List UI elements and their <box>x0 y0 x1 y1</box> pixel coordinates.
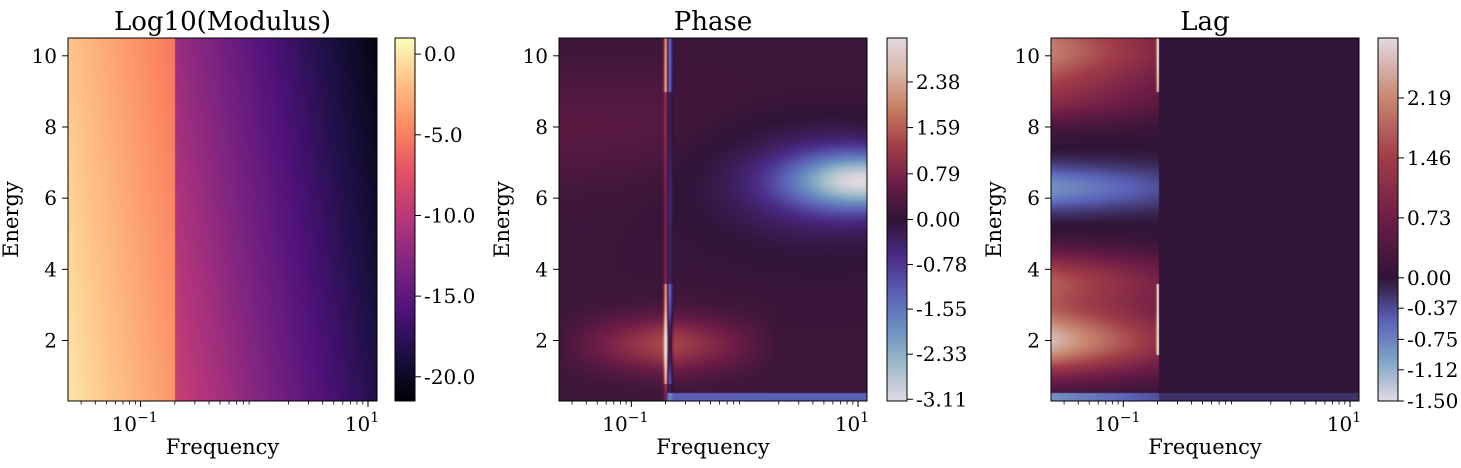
y-tick-label-3-5: 10 <box>1015 44 1040 68</box>
y-tick-label-2-4: 8 <box>535 115 548 139</box>
x-tick-label-1-2: 101 <box>345 410 379 436</box>
axes-frame-3 <box>1050 37 1360 402</box>
colorbar-tick-label-1-3: -10.0 <box>424 203 475 227</box>
y-tick-label-2-5: 10 <box>523 44 548 68</box>
chart-title-1: Log10(Modulus) <box>114 7 331 37</box>
colorbar-tick-label-2-2: 1.59 <box>916 116 961 140</box>
y-tick-label-2-3: 6 <box>535 186 548 210</box>
colorbar-tick-label-3-4: 0.00 <box>1407 266 1452 290</box>
colorbar-tick-label-3-2: 1.46 <box>1407 146 1452 170</box>
colorbar-tick-label-2-8: -3.11 <box>916 387 967 411</box>
colorbar-tick-label-1-5: -20.0 <box>424 365 475 389</box>
colorbar-tick-label-1-1: 0.0 <box>424 42 456 66</box>
colorbar-tick-label-3-8: -1.50 <box>1407 389 1458 413</box>
colorbar-tick-label-2-5: -0.78 <box>916 253 967 277</box>
x-axis-label-1: Frequency <box>166 435 280 459</box>
colorbar-3 <box>1377 37 1399 402</box>
x-axis-label-2: Frequency <box>656 435 770 459</box>
colorbar-2 <box>886 37 908 402</box>
colorbar-tick-label-1-2: -5.0 <box>424 123 463 147</box>
y-tick-label-1-4: 8 <box>44 115 57 139</box>
colorbar-tick-label-3-6: -0.75 <box>1407 327 1458 351</box>
y-tick-label-1-5: 10 <box>32 44 57 68</box>
heatmap-image-1 <box>68 38 377 401</box>
axes-frame-1 <box>67 37 378 402</box>
colorbar-tick-label-3-3: 0.73 <box>1407 206 1452 230</box>
colorbar-1 <box>394 37 416 402</box>
y-tick-label-1-2: 4 <box>44 257 57 281</box>
y-tick-label-1-3: 6 <box>44 186 57 210</box>
y-axis-label-1: Energy <box>0 181 23 258</box>
colorbar-tick-label-3-5: -0.37 <box>1407 296 1458 320</box>
colorbar-tick-label-2-4: 0.00 <box>916 208 961 232</box>
y-tick-label-3-2: 4 <box>1027 257 1040 281</box>
x-tick-label-1-1: 10−1 <box>112 410 158 436</box>
colorbar-tick-label-3-1: 2.19 <box>1407 86 1452 110</box>
y-tick-label-2-2: 4 <box>535 257 548 281</box>
heatmap-image-3 <box>1051 38 1359 401</box>
axes-frame-2 <box>558 37 868 402</box>
y-tick-label-2-1: 2 <box>535 329 548 353</box>
x-tick-label-2-1: 10−1 <box>602 410 648 436</box>
colorbar-tick-label-3-7: -1.12 <box>1407 358 1458 382</box>
colorbar-tick-label-2-6: -1.55 <box>916 297 967 321</box>
y-axis-label-2: Energy <box>490 181 514 258</box>
y-axis-label-3: Energy <box>982 181 1006 258</box>
heatmap-image-2 <box>559 38 867 401</box>
colorbar-tick-label-2-1: 2.38 <box>916 70 961 94</box>
x-tick-label-3-1: 10−1 <box>1094 410 1140 436</box>
y-tick-label-1-1: 2 <box>44 329 57 353</box>
x-tick-label-3-2: 101 <box>1327 410 1361 436</box>
x-axis-label-3: Frequency <box>1148 435 1262 459</box>
chart-title-2: Phase <box>674 7 752 37</box>
x-tick-label-2-2: 101 <box>835 410 869 436</box>
colorbar-tick-label-2-3: 0.79 <box>916 162 961 186</box>
chart-title-3: Lag <box>1180 7 1229 37</box>
colorbar-tick-label-1-4: -15.0 <box>424 284 475 308</box>
y-tick-label-3-4: 8 <box>1027 115 1040 139</box>
colorbar-tick-label-2-7: -2.33 <box>916 342 967 366</box>
y-tick-label-3-3: 6 <box>1027 186 1040 210</box>
y-tick-label-3-1: 2 <box>1027 329 1040 353</box>
